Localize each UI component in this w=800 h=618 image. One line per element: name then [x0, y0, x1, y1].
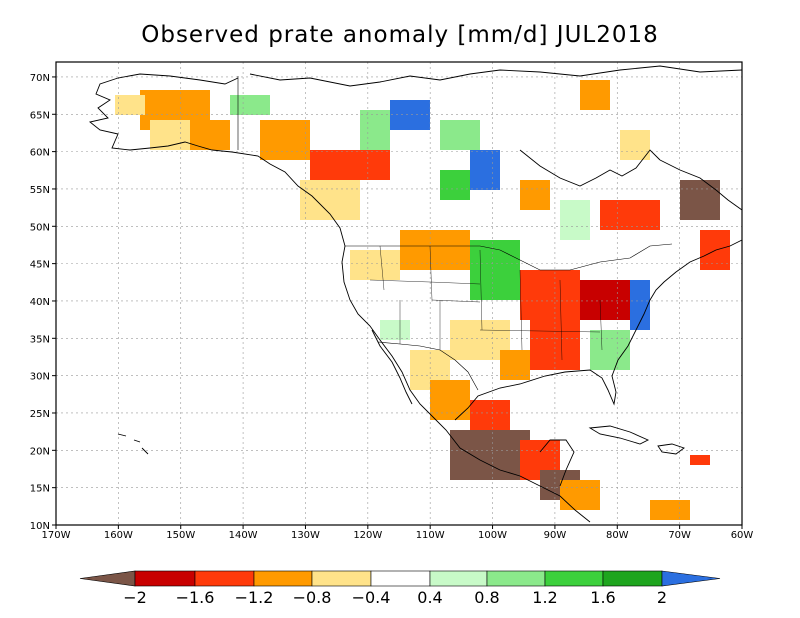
coast-labrador: [659, 159, 743, 211]
border-us-canada: [345, 243, 673, 271]
coast-gulf-east: [454, 239, 743, 421]
map-title: Observed prate anomaly [mm/d] JUL2018: [141, 22, 659, 48]
lat-tick-label: 10N: [30, 521, 50, 532]
coast-alaska: [88, 73, 591, 523]
anomaly-cell: [650, 500, 690, 520]
island-cuba: [588, 425, 650, 445]
lat-tick-label: 25N: [30, 409, 50, 420]
axes: 170W 160W 150W 140W 130W 120W 110W 100W 90W 80W 70…: [30, 61, 754, 541]
anomaly-cell: [470, 240, 520, 300]
anomaly-cell: [580, 280, 630, 320]
lat-tick-label: 40N: [30, 297, 50, 308]
colorbar-segment: [134, 570, 196, 587]
lat-tick-label: 55N: [30, 185, 50, 196]
anomaly-cell: [400, 230, 470, 270]
lon-tick-label: 70W: [668, 530, 691, 541]
lat-tick-label: 30N: [30, 372, 50, 383]
anomaly-cell: [390, 100, 430, 130]
colorbar-segment: [602, 570, 663, 587]
anomaly-cell: [380, 320, 410, 340]
island-hispaniola: [657, 443, 685, 455]
anomaly-cell: [680, 180, 720, 220]
anomaly-cell: [620, 130, 650, 160]
colorbar-label: −1.6: [176, 588, 215, 607]
colorbar-label: 1.2: [532, 588, 557, 607]
colorbar-segment: [370, 570, 431, 587]
lon-tick-label: 140W: [229, 530, 258, 541]
anomaly-cell: [690, 455, 710, 465]
lat-tick-label: 20N: [30, 446, 50, 457]
coast-arctic: [249, 65, 743, 87]
anomaly-cell: [560, 480, 600, 510]
anomaly-cell: [560, 200, 590, 240]
anomaly-cell: [260, 120, 310, 160]
lat-tick-label: 45N: [30, 260, 50, 271]
anomaly-cell: [580, 80, 610, 110]
colorbar-label: 0.4: [417, 588, 442, 607]
colorbar-low-arrow: [79, 570, 136, 587]
anomaly-cell: [470, 400, 510, 430]
colorbar-label: 0.8: [474, 588, 499, 607]
coast-yucatan: [539, 439, 575, 487]
anomaly-cell: [350, 250, 400, 280]
colorbar-label: 1.6: [590, 588, 615, 607]
lon-tick-label: 160W: [104, 530, 133, 541]
lon-tick-label: 110W: [416, 530, 445, 541]
lon-tick-label: 150W: [166, 530, 195, 541]
colorbar-segment: [429, 570, 488, 587]
anomaly-cell: [190, 120, 230, 150]
anomaly-cell: [450, 430, 530, 480]
anomaly-cell: [520, 180, 550, 210]
colorbar-label: −1.2: [235, 588, 274, 607]
colorbar-segment: [194, 570, 255, 587]
anomaly-cell: [360, 110, 390, 150]
anomaly-cell: [115, 95, 145, 115]
colorbar-segment: [311, 570, 372, 587]
lat-tick-label: 50N: [30, 222, 50, 233]
lat-tick-label: 15N: [30, 484, 50, 495]
anomaly-cell: [430, 380, 470, 420]
anomaly-cell: [590, 330, 630, 370]
anomaly-cell: [470, 150, 500, 190]
colorbar-high-arrow: [661, 570, 721, 587]
anomaly-cell: [300, 180, 360, 220]
anomaly-field: [115, 80, 730, 520]
colorbar-label: 2: [657, 588, 667, 607]
lon-tick-label: 170W: [42, 530, 71, 541]
anomaly-cell: [630, 280, 650, 330]
colorbar-segment: [544, 570, 604, 587]
colorbar-segment: [486, 570, 546, 587]
political-borders: [237, 76, 673, 391]
coastlines: [88, 65, 743, 523]
lat-tick-label: 60N: [30, 148, 50, 159]
map-frame: [55, 61, 743, 526]
anomaly-cell: [500, 350, 530, 380]
anomaly-cell: [310, 150, 390, 180]
colorbar-segment: [253, 570, 313, 587]
lon-tick-label: 90W: [544, 530, 567, 541]
lat-tick-label: 35N: [30, 334, 50, 345]
coast-baja: [371, 329, 413, 405]
colorbar: −2 −1.6 −1.2 −0.8 −0.4 0.4 0.8 1.2 1.6 2: [79, 570, 721, 607]
anomaly-cell: [440, 120, 480, 150]
lon-tick-label: 120W: [353, 530, 382, 541]
colorbar-label: −2: [123, 588, 147, 607]
anomaly-cell: [600, 200, 660, 230]
lat-tick-label: 70N: [30, 73, 50, 84]
anomaly-cell: [440, 170, 470, 200]
anomaly-cell: [150, 120, 190, 150]
colorbar-label: −0.4: [352, 588, 391, 607]
border-states: [369, 245, 603, 361]
island-hawaii: [117, 433, 149, 455]
coast-hudson: [519, 149, 661, 187]
lon-tick-label: 130W: [291, 530, 320, 541]
lat-tick-label: 65N: [30, 110, 50, 121]
anomaly-cell: [230, 95, 270, 115]
anomaly-cell: [520, 270, 580, 320]
lon-tick-label: 100W: [478, 530, 507, 541]
lon-tick-label: 80W: [606, 530, 629, 541]
colorbar-label: −0.8: [293, 588, 332, 607]
lon-tick-label: 60W: [731, 530, 754, 541]
